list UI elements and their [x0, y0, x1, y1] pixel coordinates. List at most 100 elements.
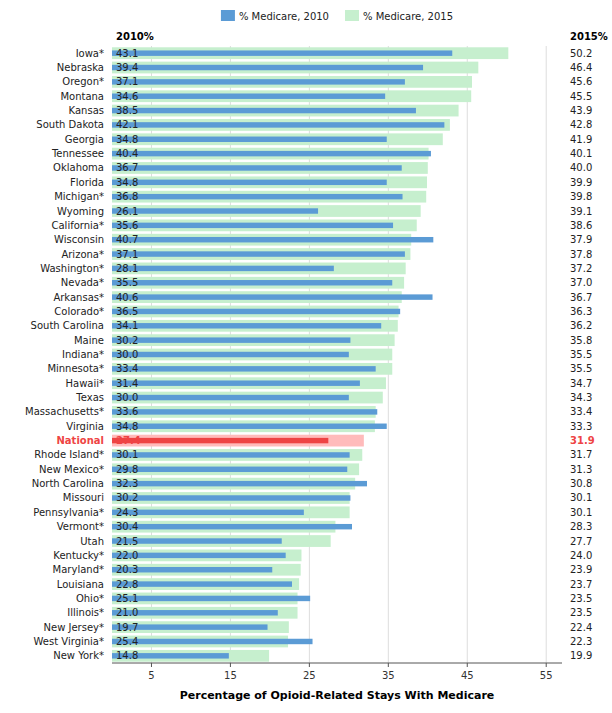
data-label: 42.8 [570, 119, 592, 130]
bar [112, 205, 421, 217]
bar [112, 524, 352, 529]
bar [112, 449, 362, 461]
data-label: 37.1 [116, 76, 138, 87]
category-label: Oregon* [62, 76, 104, 87]
data-label: 33.3 [570, 421, 592, 432]
bar [112, 280, 392, 285]
category-label: South Carolina [31, 320, 104, 331]
legend-label: % Medicare, 2010 [239, 11, 329, 22]
data-label: 30.1 [570, 492, 592, 503]
bar [112, 105, 459, 117]
category-label: New York* [53, 650, 104, 661]
bar [112, 349, 392, 361]
data-label: 42.1 [116, 119, 138, 130]
data-label: 40.0 [570, 162, 592, 173]
data-label: 22.0 [116, 550, 138, 561]
tick-label: 15 [224, 670, 237, 681]
data-label: 36.7 [116, 162, 138, 173]
bar [112, 363, 392, 375]
data-label: 30.2 [116, 492, 138, 503]
tick-label: 35 [382, 670, 395, 681]
data-label: 38.6 [570, 220, 592, 231]
data-label: 33.4 [116, 363, 138, 374]
data-label: 35.5 [116, 277, 138, 288]
data-label: 28.1 [116, 263, 138, 274]
bar [112, 263, 406, 275]
data-label: 24.0 [570, 550, 592, 561]
bar [112, 93, 385, 98]
bar [112, 463, 359, 475]
category-label: Michigan* [54, 191, 104, 202]
bar [112, 492, 350, 504]
bar [112, 409, 377, 414]
category-label: Minnesota* [47, 363, 104, 374]
data-label: 31.3 [570, 464, 592, 475]
category-label: West Virginia* [34, 636, 104, 647]
data-label: 35.5 [570, 349, 592, 360]
category-label: Arkansas* [53, 292, 104, 303]
data-label: 21.5 [116, 536, 138, 547]
tick-label: 45 [461, 670, 474, 681]
data-label: 34.7 [570, 378, 592, 389]
data-label: 45.5 [570, 91, 592, 102]
bar [112, 438, 328, 443]
bar [112, 452, 350, 457]
legend-swatch [345, 10, 359, 21]
bar [112, 309, 400, 314]
data-label: 37.1 [116, 249, 138, 260]
data-label: 30.1 [570, 507, 592, 518]
grid-line [546, 46, 547, 663]
data-label: 36.8 [116, 191, 138, 202]
bar [112, 581, 292, 586]
bar [112, 578, 299, 590]
column-header: 2015% [570, 31, 608, 42]
bar [112, 165, 402, 170]
category-label: Wisconsin [54, 234, 104, 245]
bar [112, 50, 452, 55]
data-label: 34.6 [116, 91, 138, 102]
data-label: 35.8 [570, 335, 592, 346]
data-label: 22.8 [116, 579, 138, 590]
data-label: 39.4 [116, 62, 138, 73]
bar [112, 639, 313, 644]
data-label: 37.8 [570, 249, 592, 260]
data-label: 24.3 [116, 507, 138, 518]
bar [112, 506, 350, 518]
data-label: 36.5 [116, 306, 138, 317]
legend-label: % Medicare, 2015 [363, 11, 453, 22]
category-label: Maryland* [53, 564, 104, 575]
data-label: 28.3 [570, 521, 592, 532]
bar [112, 435, 364, 447]
data-label: 37.0 [570, 277, 592, 288]
category-label: Nebraska [57, 62, 104, 73]
bar [112, 392, 383, 404]
data-label: 31.9 [570, 435, 595, 446]
category-label: New Mexico* [39, 464, 104, 475]
data-label: 30.0 [116, 392, 138, 403]
tick-label: 55 [540, 670, 553, 681]
bar [112, 248, 410, 260]
data-label: 25.1 [116, 593, 138, 604]
data-label: 43.9 [570, 105, 592, 116]
bar [112, 366, 376, 371]
bar [112, 65, 423, 70]
data-label: 34.8 [116, 421, 138, 432]
bar [112, 495, 350, 500]
bar [112, 337, 350, 342]
data-label: 22.4 [570, 622, 592, 633]
category-label: National [57, 435, 105, 446]
data-label: 27.4 [116, 435, 141, 446]
data-label: 38.5 [116, 105, 138, 116]
data-label: 19.9 [570, 650, 592, 661]
tick-label: 25 [303, 670, 316, 681]
data-label: 45.6 [570, 76, 592, 87]
bar [112, 564, 301, 576]
tick-label: 5 [148, 670, 154, 681]
category-label: Vermont* [57, 521, 104, 532]
category-label: South Dakota [36, 119, 104, 130]
data-label: 29.8 [116, 464, 138, 475]
category-label: California* [52, 220, 105, 231]
bar [112, 194, 403, 199]
category-label: Kentucky* [53, 550, 104, 561]
bar [112, 424, 387, 429]
